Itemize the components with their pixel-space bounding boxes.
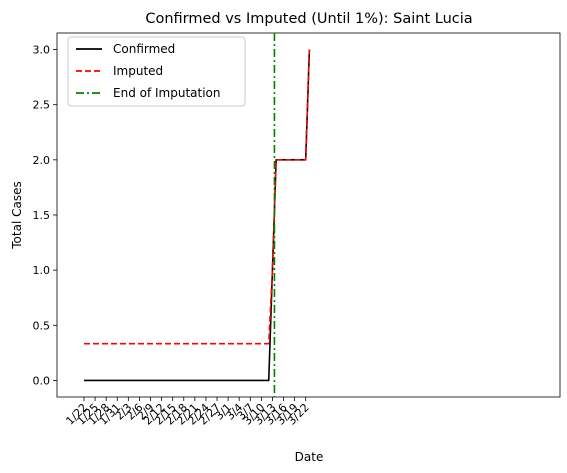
chart-title: Confirmed vs Imputed (Until 1%): Saint L… xyxy=(145,11,472,27)
y-axis-label: Total Cases xyxy=(10,181,24,249)
legend-box xyxy=(67,36,246,107)
legend-end-of-imputation-label: End of Imputation xyxy=(113,86,221,100)
y-tick-label: 1.5 xyxy=(33,209,51,222)
y-tick-label: 2.0 xyxy=(33,154,51,167)
legend: Confirmed Imputed End of Imputation xyxy=(67,36,246,107)
legend-imputed-label: Imputed xyxy=(113,64,163,78)
series-line-imputed xyxy=(84,49,311,345)
y-tick-label: 2.5 xyxy=(33,99,51,112)
y-tick-label: 0.5 xyxy=(33,319,51,332)
y-tick-label: 1.0 xyxy=(33,264,51,277)
plot-area: 0.00.51.01.52.02.53.01/221/251/281/312/3… xyxy=(33,32,561,428)
x-axis-label: Date xyxy=(295,450,324,464)
y-tick-label: 3.0 xyxy=(33,44,51,57)
series-line-confirmed xyxy=(84,49,311,382)
legend-confirmed-label: Confirmed xyxy=(113,42,175,56)
y-tick-label: 0.0 xyxy=(33,374,51,387)
